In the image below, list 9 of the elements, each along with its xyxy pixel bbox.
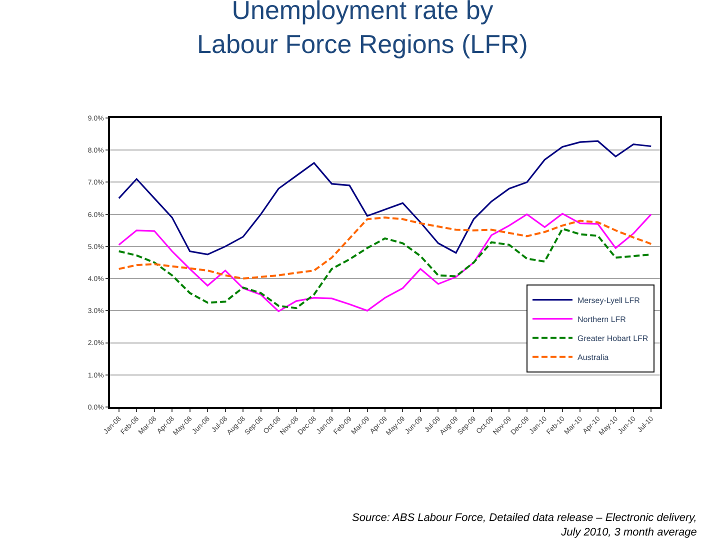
line-series xyxy=(118,216,652,280)
legend-label: Greater Hobart LFR xyxy=(578,334,648,343)
source-note: Source: ABS Labour Force, Detailed data release – Electronic delivery, July 2010, 3 month average xyxy=(352,512,697,538)
legend-label: Mersey-Lyell LFR xyxy=(578,296,640,305)
legend-label: Northern LFR xyxy=(578,314,626,324)
line-series xyxy=(118,212,652,312)
legend-label: Australia xyxy=(578,352,610,362)
line-series xyxy=(118,140,652,256)
chart-title: Unemployment rate by Labour Force Regions (LFR) xyxy=(197,0,528,59)
